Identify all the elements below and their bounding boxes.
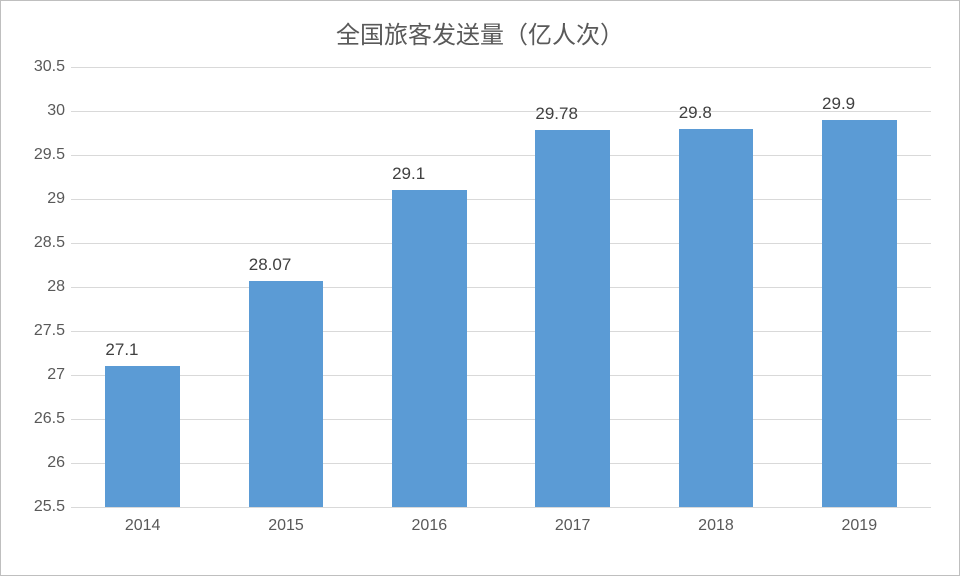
bar-slot: 29.92019	[788, 67, 931, 507]
grid-line	[71, 507, 931, 508]
y-axis-tick: 26.5	[21, 410, 65, 428]
bar: 29.1	[392, 190, 467, 507]
bar-slot: 29.82018	[644, 67, 787, 507]
x-axis-tick: 2016	[412, 517, 448, 535]
x-axis-tick: 2015	[268, 517, 304, 535]
bar-slot: 28.072015	[214, 67, 357, 507]
data-label: 29.8	[679, 103, 712, 123]
chart-title: 全国旅客发送量（亿人次）	[1, 1, 959, 56]
bar-slot: 29.782017	[501, 67, 644, 507]
bars: 27.1201428.07201529.1201629.78201729.820…	[71, 67, 931, 507]
x-axis-tick: 2018	[698, 517, 734, 535]
data-label: 29.78	[535, 104, 578, 124]
x-axis-tick: 2014	[125, 517, 161, 535]
x-axis-tick: 2019	[842, 517, 878, 535]
bar: 27.1	[105, 366, 180, 507]
bar: 29.8	[679, 129, 754, 507]
data-label: 29.9	[822, 94, 855, 114]
plot-area: 25.52626.52727.52828.52929.53030.5 27.12…	[71, 67, 931, 507]
y-axis-tick: 27	[21, 366, 65, 384]
bar-chart: 全国旅客发送量（亿人次） 25.52626.52727.52828.52929.…	[0, 0, 960, 576]
y-axis-tick: 28	[21, 278, 65, 296]
y-axis-tick: 30	[21, 102, 65, 120]
bar: 28.07	[249, 281, 324, 507]
bar-slot: 27.12014	[71, 67, 214, 507]
y-axis-tick: 29.5	[21, 146, 65, 164]
y-axis-tick: 27.5	[21, 322, 65, 340]
bar: 29.9	[822, 120, 897, 507]
y-axis-tick: 25.5	[21, 498, 65, 516]
data-label: 27.1	[105, 340, 138, 360]
y-axis-tick: 30.5	[21, 58, 65, 76]
bar: 29.78	[535, 130, 610, 507]
bar-slot: 29.12016	[358, 67, 501, 507]
y-axis-tick: 26	[21, 454, 65, 472]
x-axis-tick: 2017	[555, 517, 591, 535]
data-label: 29.1	[392, 164, 425, 184]
data-label: 28.07	[249, 255, 292, 275]
y-axis-tick: 28.5	[21, 234, 65, 252]
y-axis-tick: 29	[21, 190, 65, 208]
